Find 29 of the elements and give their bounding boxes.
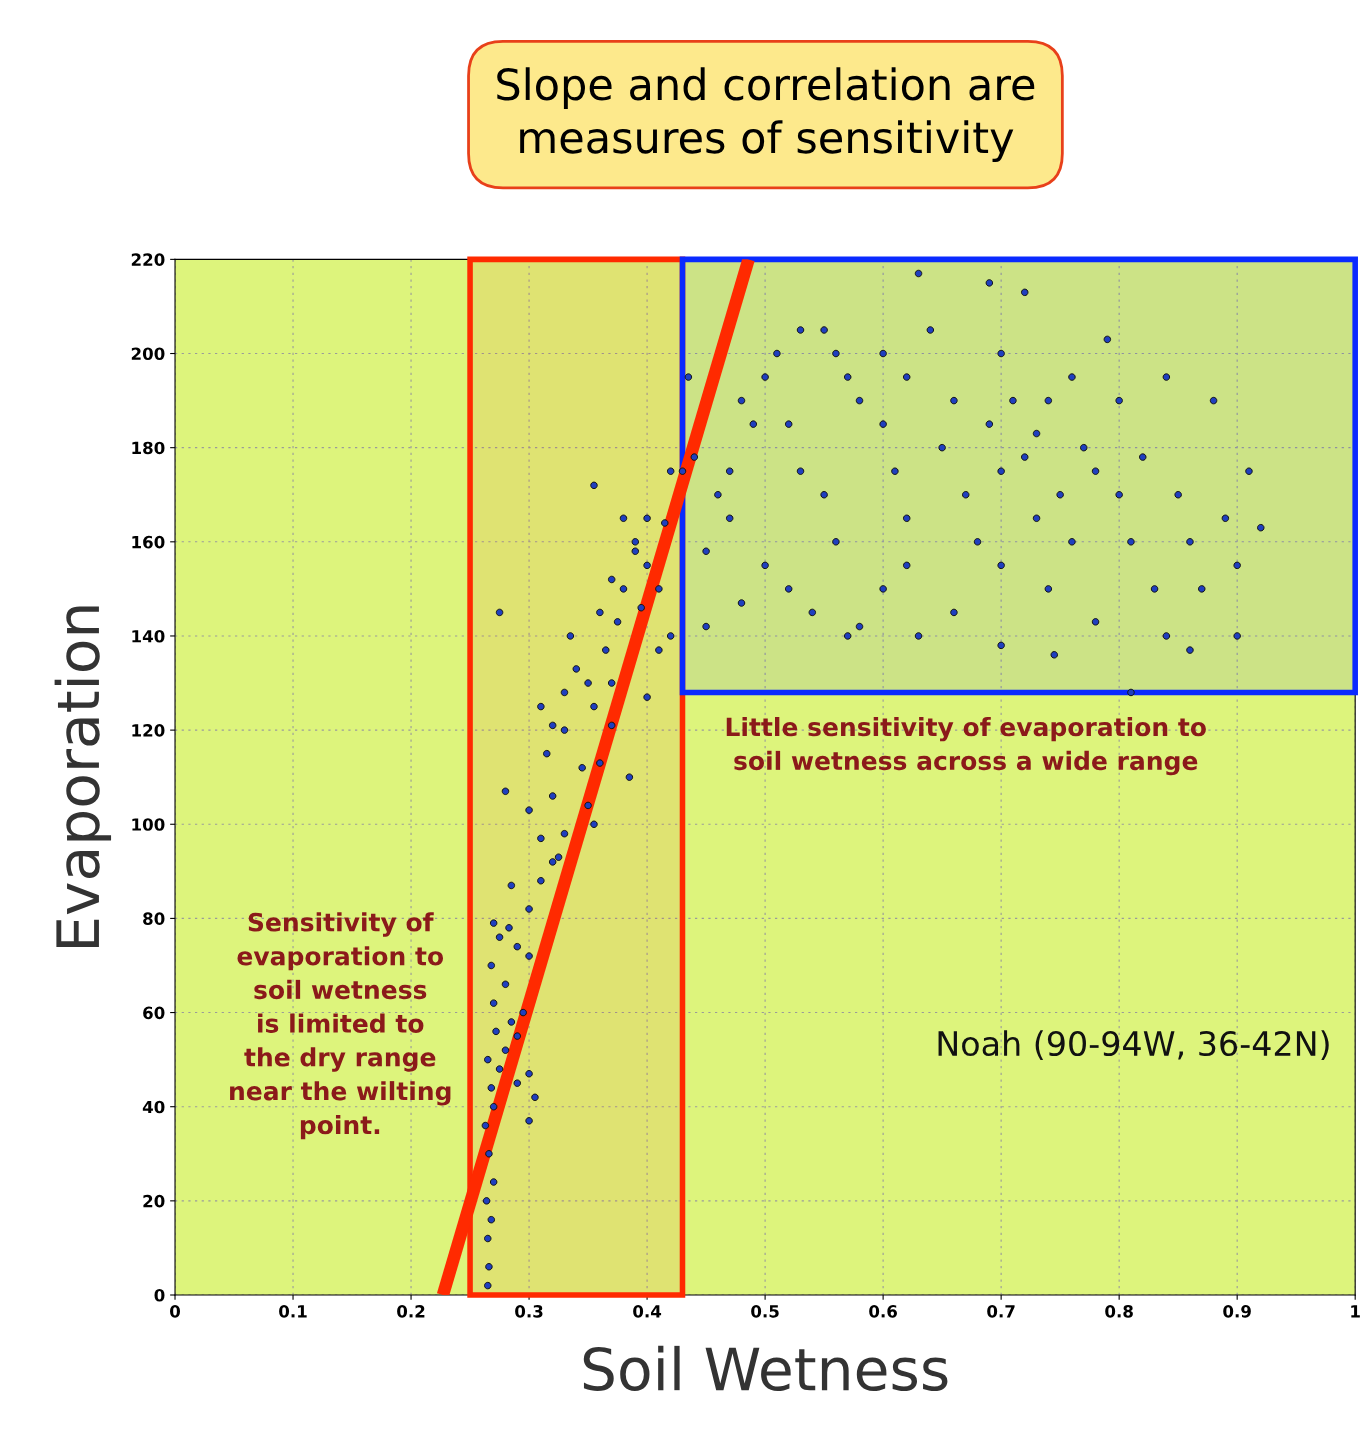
x-tick-label: 0.9: [1223, 1305, 1251, 1318]
annotation: Noah (90-94W, 36-42N): [938, 1030, 1329, 1061]
x-tick-label: 0.4: [633, 1305, 662, 1318]
y-tick-label: 220: [131, 253, 165, 266]
chart-title: Slope and correlation are measures of sensitivity: [497, 67, 1035, 163]
annotation: Little sensitivity of evaporation to soil wetness across a wide range: [726, 716, 1206, 776]
x-tick-label: 0: [170, 1305, 181, 1318]
y-tick-label: 60: [143, 1006, 165, 1020]
x-tick-label: 0.7: [987, 1305, 1015, 1318]
annotation: Sensitivity of evaporation to soil wetness is limited to the dry range near the wilting point.: [230, 912, 451, 1140]
x-tick-label: 0.8: [1105, 1305, 1133, 1318]
y-tick-label: 200: [131, 347, 165, 361]
x-tick-label: 0.6: [869, 1305, 897, 1318]
y-tick-label: 0: [154, 1288, 165, 1302]
y-tick-label: 80: [143, 912, 165, 925]
x-tick-label: 0.5: [751, 1305, 779, 1318]
y-tick-label: 40: [142, 1100, 165, 1114]
y-tick-label: 160: [132, 535, 165, 549]
x-tick-label: 0.2: [397, 1305, 425, 1318]
y-tick-label: 120: [132, 724, 165, 737]
x-tick-label: 1: [1351, 1305, 1360, 1318]
y-axis-title: Evaporation: [54, 606, 112, 948]
y-tick-label: 180: [132, 441, 165, 455]
x-axis-title: Soil Wetness: [583, 1345, 948, 1392]
y-tick-label: 20: [143, 1194, 165, 1208]
y-tick-label: 140: [132, 629, 165, 643]
x-tick-label: 0.3: [515, 1305, 543, 1318]
y-tick-label: 100: [132, 818, 165, 831]
x-tick-label: 0.1: [279, 1305, 307, 1318]
